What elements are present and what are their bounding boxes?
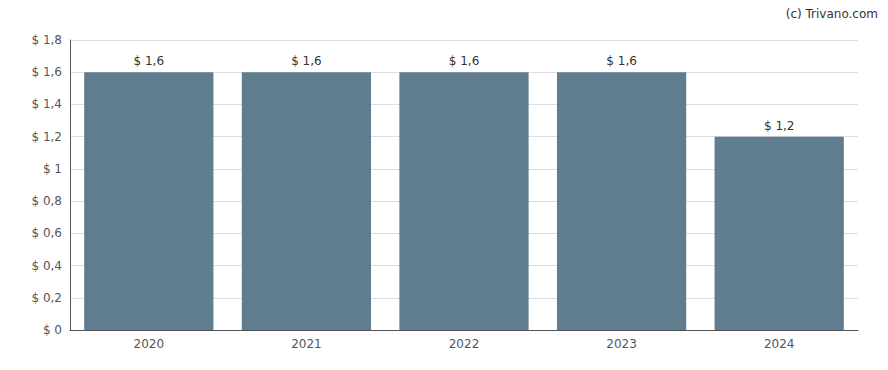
svg-text:$ 1,6: $ 1,6 (606, 54, 637, 68)
svg-text:$ 0,8: $ 0,8 (31, 194, 62, 208)
svg-text:$ 0,4: $ 0,4 (31, 259, 62, 273)
svg-text:$ 0,6: $ 0,6 (31, 226, 62, 240)
svg-text:$ 1,6: $ 1,6 (31, 65, 62, 79)
svg-text:$ 1,2: $ 1,2 (764, 119, 795, 133)
svg-text:$ 1,4: $ 1,4 (31, 97, 62, 111)
svg-text:2023: 2023 (606, 337, 637, 351)
svg-text:2021: 2021 (291, 337, 322, 351)
svg-text:$ 1,6: $ 1,6 (291, 54, 322, 68)
svg-text:$ 1,8: $ 1,8 (31, 33, 62, 47)
svg-text:$ 0: $ 0 (43, 323, 62, 337)
svg-text:$ 1: $ 1 (43, 162, 62, 176)
svg-text:$ 1,6: $ 1,6 (449, 54, 480, 68)
svg-text:2024: 2024 (764, 337, 795, 351)
svg-text:$ 0,2: $ 0,2 (31, 291, 62, 305)
svg-text:2020: 2020 (134, 337, 165, 351)
svg-text:$ 1,6: $ 1,6 (134, 54, 165, 68)
svg-text:(c) Trivano.com: (c) Trivano.com (786, 7, 878, 21)
svg-text:2022: 2022 (449, 337, 480, 351)
svg-text:$ 1,2: $ 1,2 (31, 130, 62, 144)
